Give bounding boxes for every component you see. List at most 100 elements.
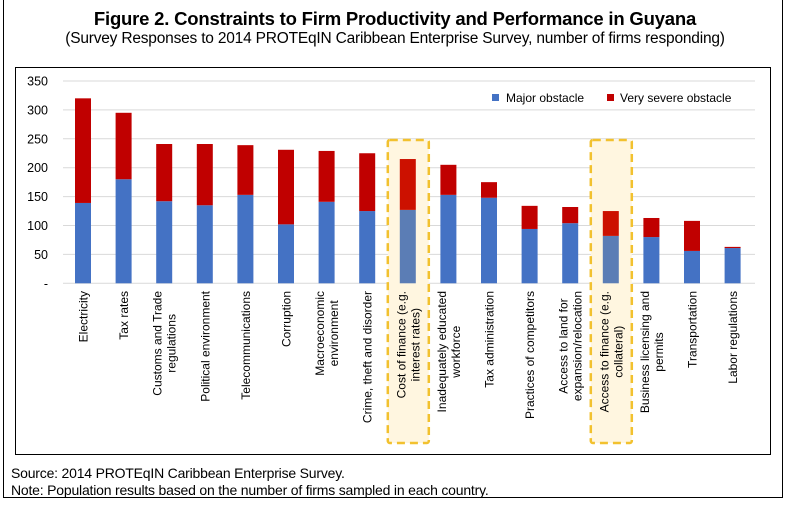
legend-label-severe: Very severe obstacle	[620, 91, 732, 105]
bar-major-obstacle	[75, 202, 91, 284]
x-axis-label-line: Corruption	[280, 291, 294, 347]
bars	[75, 98, 741, 284]
bar-major-obstacle	[399, 209, 416, 284]
bar-major-obstacle	[724, 248, 741, 284]
x-axis-label: Crime, theft and disorder	[361, 291, 375, 423]
bar-very-severe-obstacle	[440, 164, 457, 195]
x-axis-label-line: workforce	[449, 325, 463, 378]
x-axis-label: Tax rates	[117, 291, 131, 340]
bar-major-obstacle	[684, 250, 700, 284]
x-axis-label-line: Crime, theft and disorder	[361, 291, 375, 423]
x-axis-label-line: regulations	[165, 314, 179, 373]
x-axis-label-line: Customs and Trade	[151, 291, 165, 396]
legend-swatch-severe	[607, 94, 614, 101]
chart-frame	[15, 67, 771, 455]
x-axis-label: Cost of finance (e.g. interest rates)	[394, 291, 422, 398]
x-axis-label: Labor regulations	[726, 291, 740, 384]
highlight-box	[589, 138, 634, 445]
y-tick-label: 150	[27, 190, 48, 204]
x-axis-label: Inadequately educated workforce	[435, 291, 463, 412]
bar-very-severe-obstacle	[481, 182, 497, 198]
x-axis-label: Access to finance (e.g. collateral)	[597, 291, 625, 412]
x-axis-label-line: Cost of finance (e.g.	[394, 291, 408, 398]
x-axis-label-line: environment	[327, 300, 341, 367]
x-axis-label-line: Labor regulations	[726, 291, 740, 384]
x-axis-label-line: Transportation	[686, 291, 700, 368]
bar-very-severe-obstacle	[359, 153, 376, 212]
x-axis-label-line: Practices of competitors	[523, 291, 537, 419]
y-tick-label: 100	[27, 219, 48, 233]
bar-major-obstacle	[481, 197, 497, 284]
x-axis-label: Tax administration	[483, 291, 497, 388]
x-axis-label: Macroeconomic environment	[313, 291, 341, 376]
bar-major-obstacle	[440, 194, 457, 284]
x-axis-labels: Electricity Tax rates Customs and Trade reg…	[77, 290, 741, 423]
x-axis-label: Customs and Trade regulations	[151, 291, 179, 396]
bar-major-obstacle	[521, 228, 538, 284]
bar-very-severe-obstacle	[318, 150, 335, 202]
bar-major-obstacle	[115, 179, 132, 284]
bar-major-obstacle	[278, 224, 294, 284]
y-tick-label: 350	[27, 75, 48, 89]
bar-major-obstacle	[196, 205, 213, 284]
bar-very-severe-obstacle	[602, 211, 619, 236]
y-tick-label: 250	[27, 132, 48, 146]
x-axis-label-line: Tax administration	[483, 291, 497, 388]
bar-major-obstacle	[562, 223, 579, 284]
bar-very-severe-obstacle	[399, 159, 416, 210]
x-axis-label: Electricity	[77, 291, 91, 342]
x-axis-label: Corruption	[280, 291, 294, 347]
bar-major-obstacle	[156, 201, 173, 284]
source-note: Source: 2014 PROTEqIN Caribbean Enterpri…	[11, 465, 345, 481]
x-axis-label: Telecommunications	[239, 291, 253, 400]
x-axis-label-line: interest rates)	[408, 308, 422, 381]
figure-border	[3, 0, 783, 498]
bar-very-severe-obstacle	[521, 205, 538, 229]
bar-very-severe-obstacle	[684, 220, 700, 251]
x-axis-label-line: Electricity	[77, 291, 91, 342]
bar-major-obstacle	[237, 194, 254, 284]
legend: Major obstacle Very severe obstacle	[492, 91, 732, 105]
x-axis-label-line: expansion/relocation	[571, 291, 585, 401]
population-note: Note: Population results based on the nu…	[11, 482, 489, 498]
y-tick-label: 50	[34, 248, 48, 262]
bar-very-severe-obstacle	[156, 144, 173, 202]
x-axis-label: Business licensing and permits	[638, 291, 666, 413]
bar-very-severe-obstacle	[562, 207, 579, 224]
x-axis-label: Access to land for expansion/relocation	[557, 291, 585, 401]
bar-very-severe-obstacle	[237, 145, 254, 195]
x-axis-label: Political environment	[198, 290, 212, 401]
x-axis-label-line: Political environment	[198, 290, 212, 401]
bar-very-severe-obstacle	[75, 98, 91, 203]
chart-subtitle: (Survey Responses to 2014 PROTEqIN Carib…	[65, 30, 725, 47]
y-tick-label: -	[44, 277, 48, 291]
x-axis-label-line: Telecommunications	[239, 291, 253, 400]
bar-major-obstacle	[643, 237, 660, 284]
bar-very-severe-obstacle	[278, 149, 294, 225]
x-axis-label-line: Tax rates	[117, 291, 131, 340]
x-axis-label: Practices of competitors	[523, 291, 537, 419]
x-axis-label-line: permits	[652, 332, 666, 371]
bar-very-severe-obstacle	[115, 112, 132, 180]
bar-major-obstacle	[318, 201, 335, 284]
x-axis-label-line: Access to land for	[557, 298, 571, 393]
y-tick-label: 300	[27, 103, 48, 117]
x-axis-label-line: Macroeconomic	[313, 291, 327, 376]
bar-very-severe-obstacle	[724, 246, 741, 249]
x-axis-label-line: Business licensing and	[638, 291, 652, 413]
bar-major-obstacle	[602, 235, 619, 284]
bar-very-severe-obstacle	[196, 144, 213, 206]
x-axis-label-line: collateral)	[611, 326, 625, 378]
y-axis-ticks: - 50 100 150 200 250 300 350	[27, 75, 48, 291]
legend-swatch-major	[492, 94, 499, 101]
chart-title: Figure 2. Constraints to Firm Productivi…	[93, 8, 697, 29]
y-tick-label: 200	[27, 161, 48, 175]
legend-label-major: Major obstacle	[506, 91, 584, 105]
highlight-boxes	[386, 138, 634, 445]
x-axis-label: Transportation	[686, 291, 700, 368]
x-axis-label-line: Inadequately educated	[435, 291, 449, 412]
x-axis-label-line: Access to finance (e.g.	[597, 291, 611, 412]
bar-very-severe-obstacle	[643, 217, 660, 238]
bar-major-obstacle	[359, 211, 376, 284]
